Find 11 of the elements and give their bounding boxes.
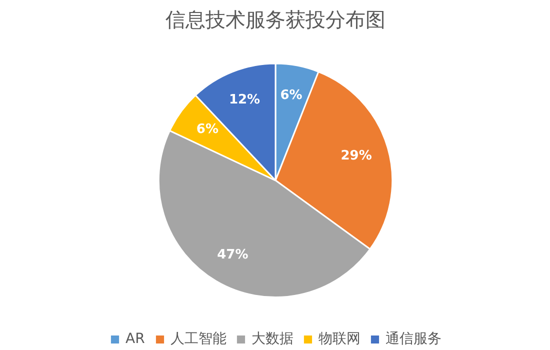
legend-label: 通信服务 [386, 330, 442, 348]
data-label: 29% [340, 148, 372, 164]
legend-label: 人工智能 [170, 330, 226, 348]
chart-title: 信息技术服务获投分布图 [166, 8, 386, 32]
data-label: 6% [280, 88, 302, 103]
legend-label: 大数据 [252, 330, 294, 348]
data-label: 6% [196, 122, 218, 137]
legend-label: AR [126, 331, 146, 347]
data-label: 12% [228, 92, 260, 108]
legend-label: 物联网 [318, 330, 360, 348]
data-label: 47% [217, 248, 248, 263]
